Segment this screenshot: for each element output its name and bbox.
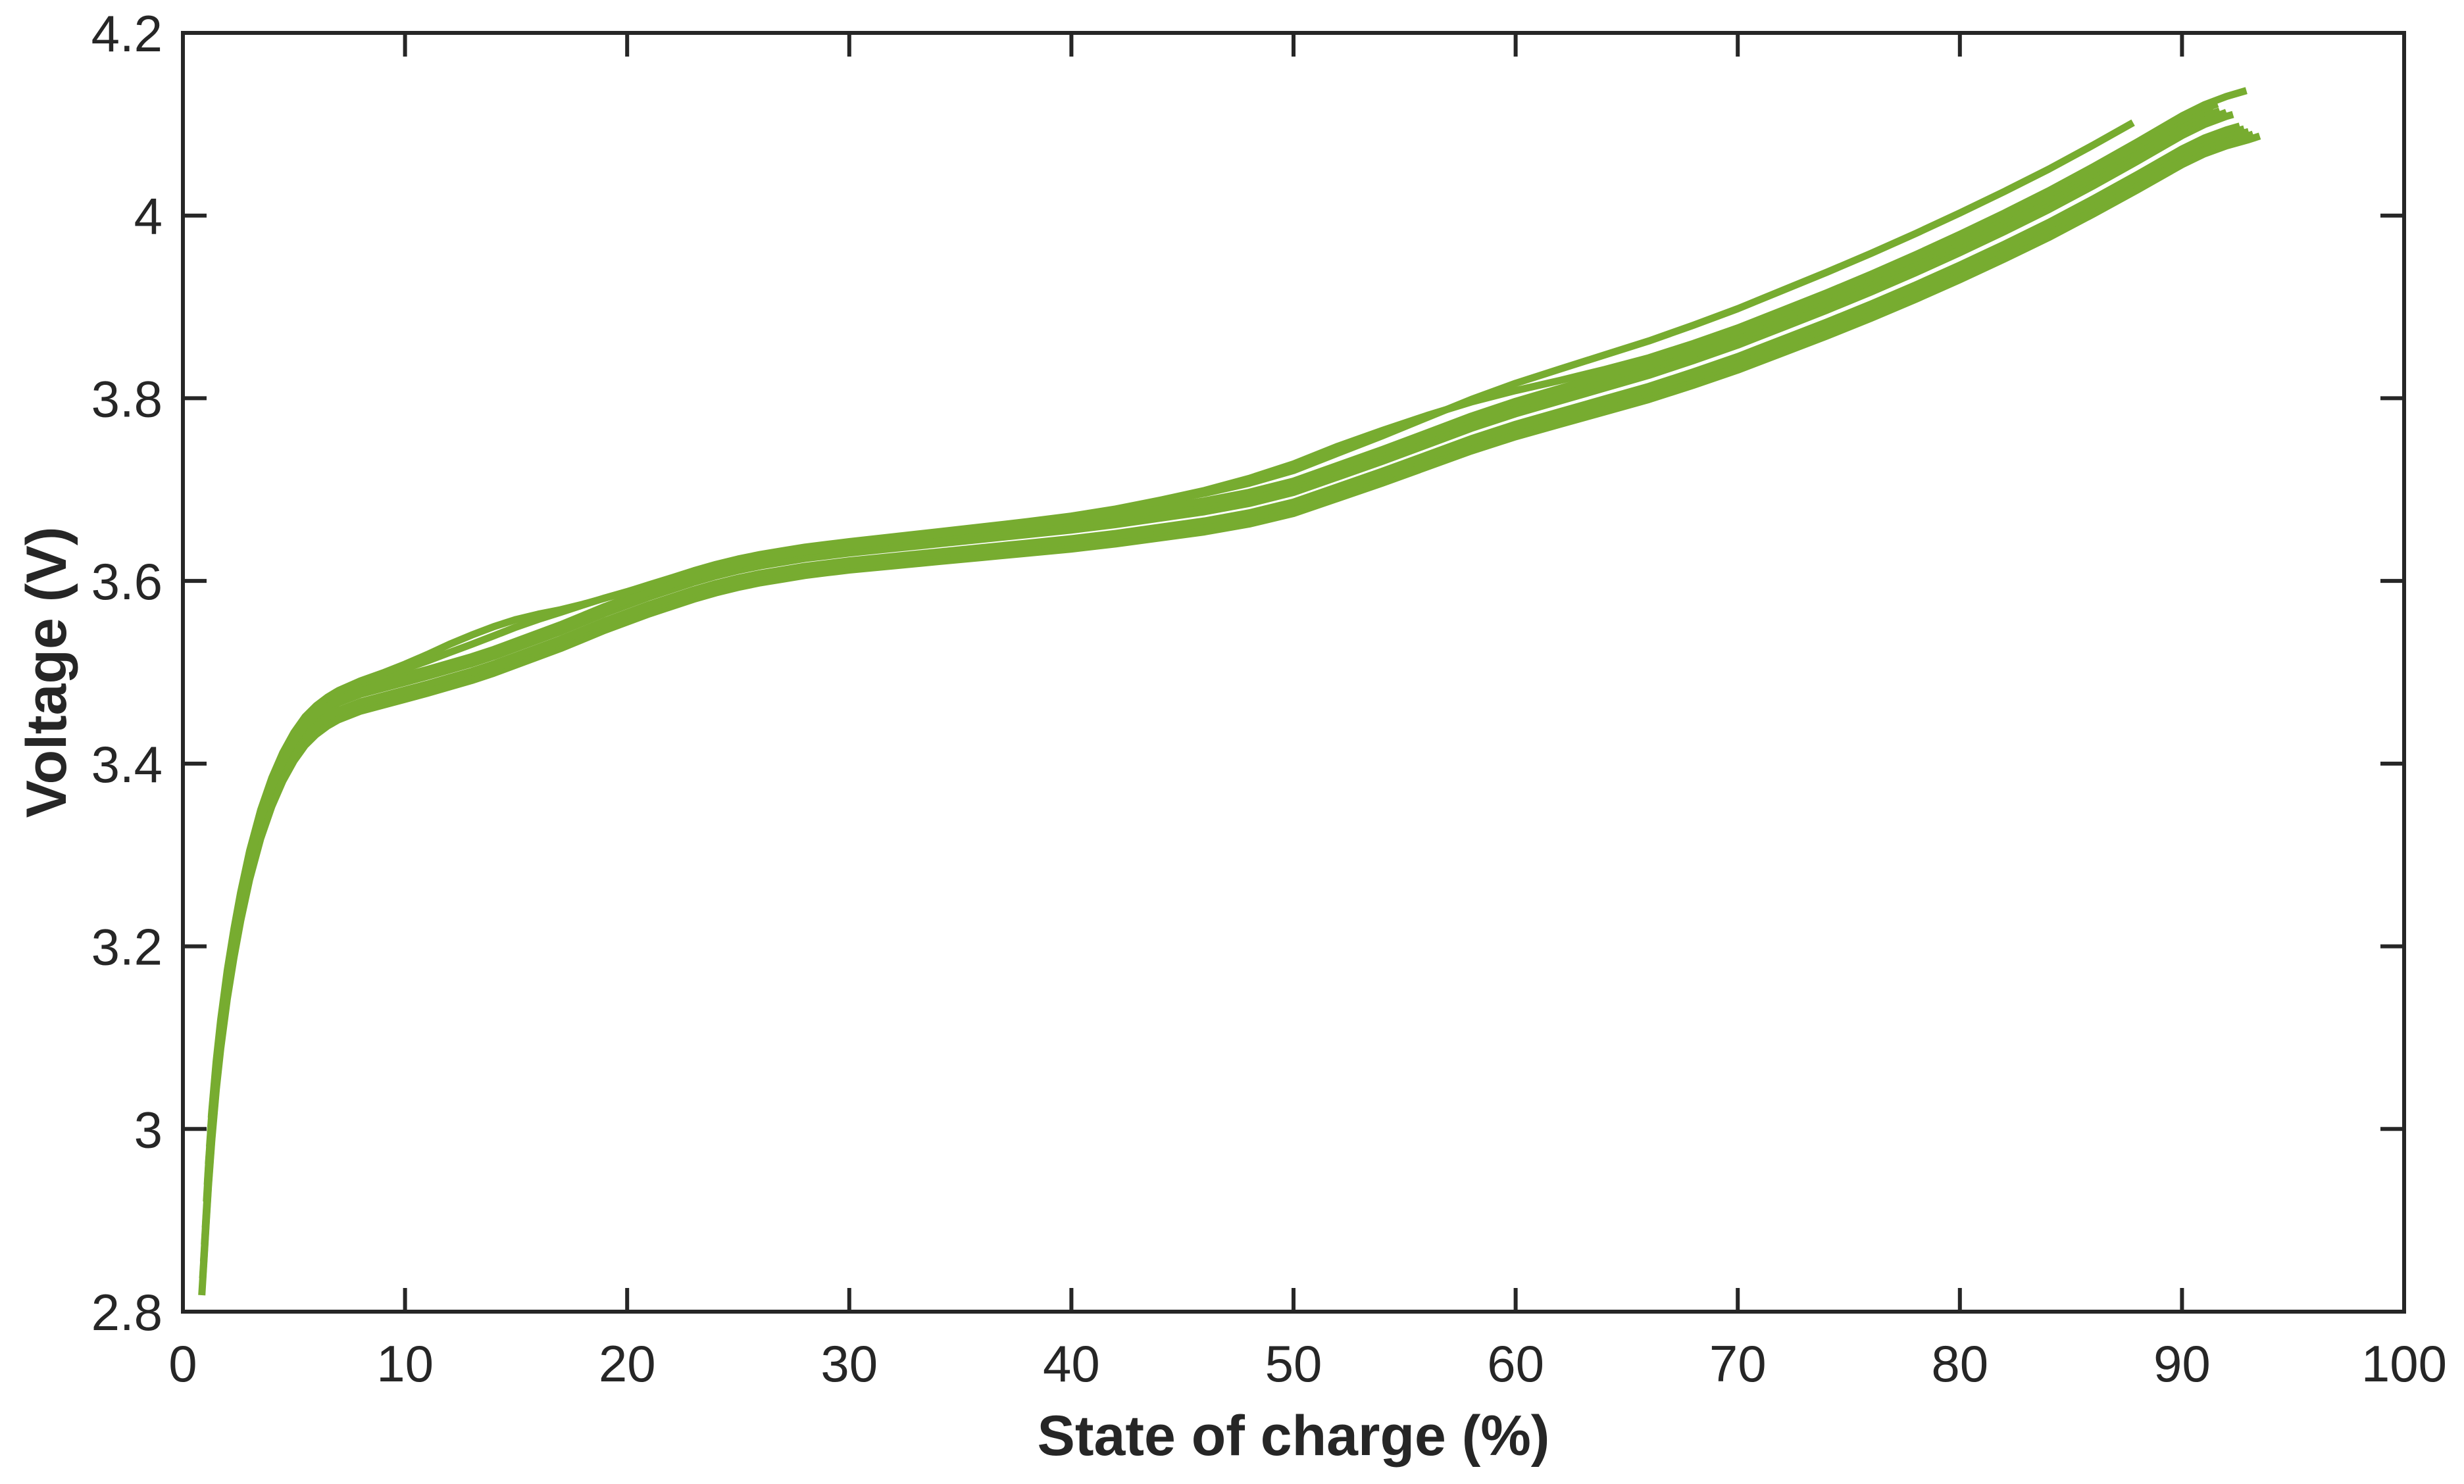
y-tick-label: 3.2 <box>91 918 163 976</box>
x-tick-label: 0 <box>168 1335 197 1393</box>
x-tick-label: 80 <box>1931 1335 1988 1393</box>
y-axis-label: Voltage (V) <box>15 527 78 818</box>
y-tick-label: 2.8 <box>91 1283 163 1341</box>
y-tick-label: 3.6 <box>91 553 163 610</box>
y-tick-labels: 2.8 3 3.2 3.4 3.6 3.8 4 4.2 <box>91 5 163 1341</box>
x-tick-label: 40 <box>1043 1335 1100 1393</box>
x-tick-label: 10 <box>376 1335 434 1393</box>
x-tick-label: 30 <box>820 1335 878 1393</box>
charge-curve-traces <box>198 87 2261 1296</box>
charge-curve-cycle-12 <box>208 119 2135 1121</box>
x-tick-label: 50 <box>1265 1335 1322 1393</box>
x-tick-labels: 0 10 20 30 40 50 60 70 80 90 100 <box>168 1335 2447 1393</box>
x-tick-label: 90 <box>2153 1335 2211 1393</box>
x-tick-label: 60 <box>1487 1335 1544 1393</box>
charge-curve-cycle-4 <box>201 125 2246 1245</box>
axis-ticks <box>181 31 2406 1314</box>
x-tick-label: 20 <box>599 1335 656 1393</box>
charge-curve-cycle-11 <box>207 87 2248 1118</box>
y-tick-label: 3.8 <box>91 370 163 428</box>
y-tick-label: 4.2 <box>91 5 163 62</box>
y-tick-label: 4 <box>134 187 163 245</box>
x-tick-label: 70 <box>1709 1335 1767 1393</box>
charge-curve-cycle-1 <box>198 132 2261 1296</box>
charge-curve-cycle-2 <box>199 130 2255 1279</box>
y-tick-label: 3.4 <box>91 735 163 793</box>
charge-curve-cycle-3 <box>199 128 2250 1262</box>
y-tick-label: 3 <box>134 1101 163 1158</box>
x-axis-label: State of charge (%) <box>1038 1404 1550 1468</box>
x-tick-label: 100 <box>2361 1335 2447 1393</box>
